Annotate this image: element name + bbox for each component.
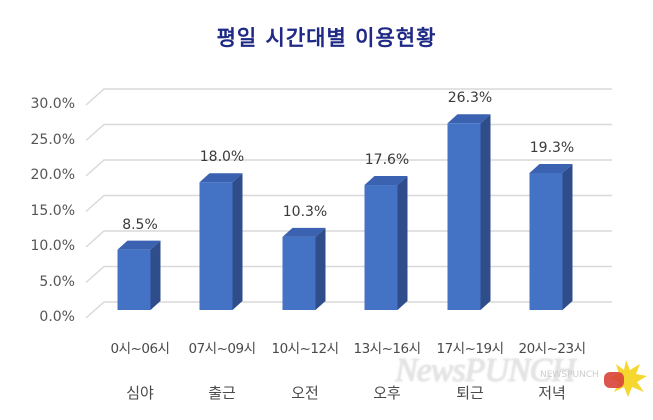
y-tick-label: 0.0% [39,309,75,325]
gridline [85,194,612,213]
x-period-label: 심야 [126,384,154,402]
x-tick-label: 13시~16시 [353,341,421,357]
gridline [85,265,612,284]
bar-value-label: 26.3% [447,90,493,107]
bar-value-label: 19.3% [529,139,575,156]
bar [282,227,326,310]
x-period-label: 오전 [291,384,319,402]
y-tick-label: 30.0% [30,96,75,112]
x-period-label: 저녁 [538,384,566,402]
gridline [85,159,612,177]
bar-value-label: 10.3% [282,203,328,220]
watermark-small: NEWSPUNCH [540,370,599,380]
bar [364,176,408,310]
bar-value-label: 17.6% [364,152,410,169]
gridline [85,230,612,248]
gridline [85,88,612,106]
chart-title: 평일 시간대별 이용현황 [216,26,437,50]
bar-value-label: 8.5% [122,216,158,233]
y-tick-label: 20.0% [30,167,75,183]
y-tick-label: 15.0% [30,202,75,219]
x-tick-label: 17시~19시 [436,341,504,357]
y-tick-label: 5.0% [39,273,75,290]
y-tick-label: 10.0% [30,238,75,254]
y-tick-label: 25.0% [30,131,75,148]
x-period-label: 출근 [208,384,236,402]
x-tick-label: 0시~06시 [110,341,170,357]
x-period-label: 퇴근 [456,384,484,402]
bar [529,163,573,310]
x-tick-label: 20시~23시 [518,341,586,357]
watermark-logo: NewsPUNCH [395,352,576,389]
x-tick-label: 10시~12시 [271,341,339,357]
bar [199,173,243,310]
boxing-glove-icon [604,360,647,397]
x-tick-label: 07시~09시 [188,341,256,357]
gridline [85,301,612,319]
bar-value-label: 18.0% [199,149,245,166]
x-period-label: 오후 [373,384,401,402]
bar [117,240,161,310]
bar [447,114,491,311]
gridline [85,123,612,142]
